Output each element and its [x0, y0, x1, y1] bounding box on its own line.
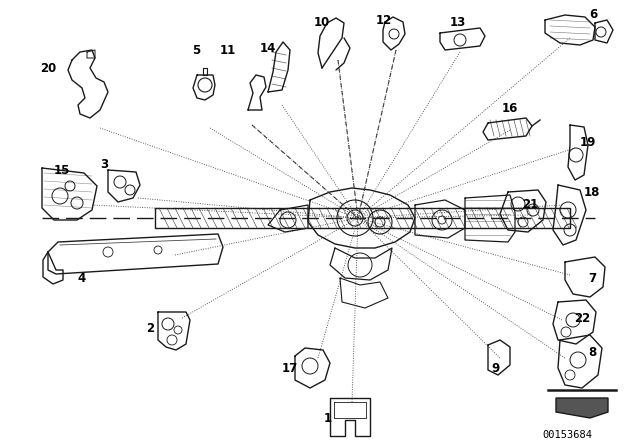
Text: 15: 15	[54, 164, 70, 177]
Text: 6: 6	[589, 8, 597, 21]
Text: 19: 19	[580, 137, 596, 150]
Text: 12: 12	[376, 13, 392, 26]
Text: 20: 20	[40, 61, 56, 74]
Text: 17: 17	[282, 362, 298, 375]
Text: 10: 10	[314, 16, 330, 29]
Text: 9: 9	[491, 362, 499, 375]
Text: 21: 21	[522, 198, 538, 211]
Text: 1: 1	[324, 412, 332, 425]
Text: 16: 16	[502, 102, 518, 115]
Text: 14: 14	[260, 42, 276, 55]
Text: 3: 3	[100, 159, 108, 172]
Text: 4: 4	[78, 271, 86, 284]
Text: 11: 11	[220, 43, 236, 56]
Polygon shape	[556, 398, 608, 418]
Text: 2: 2	[146, 322, 154, 335]
Text: 13: 13	[450, 16, 466, 29]
Text: 18: 18	[584, 185, 600, 198]
Text: 5: 5	[192, 43, 200, 56]
Text: 7: 7	[588, 271, 596, 284]
Text: 00153684: 00153684	[542, 430, 592, 440]
Text: 22: 22	[574, 311, 590, 324]
Text: 8: 8	[588, 345, 596, 358]
